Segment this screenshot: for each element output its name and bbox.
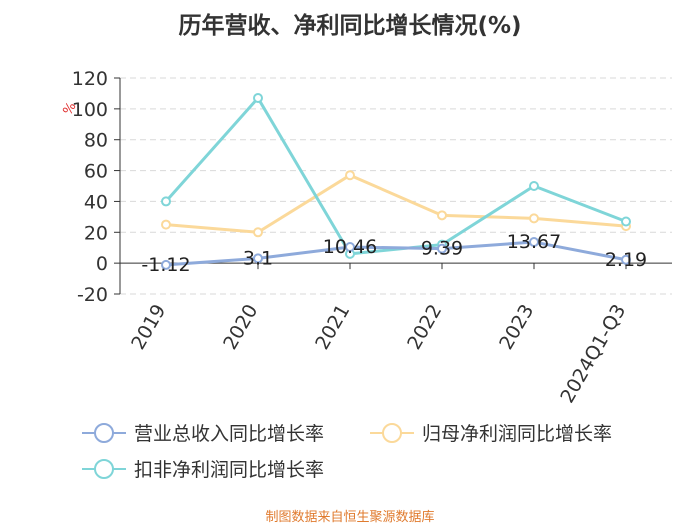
y-tick-label: 120 — [72, 68, 108, 90]
series-line-0 — [165, 240, 627, 267]
legend-item-deducted-profit[interactable]: 扣非净利润同比增长率 — [82, 455, 324, 482]
data-label: 9.39 — [421, 238, 463, 260]
source-note: 制图数据来自恒生聚源数据库 — [265, 510, 435, 525]
series-line-1 — [165, 173, 627, 234]
data-point[interactable] — [529, 181, 539, 191]
data-point[interactable] — [529, 237, 539, 248]
x-tick-label: 2022 — [403, 301, 446, 354]
data-label: -1.12 — [141, 254, 190, 276]
data-label: 2.19 — [605, 249, 647, 271]
data-point[interactable] — [529, 213, 539, 224]
data-point[interactable] — [345, 242, 355, 253]
legend-label: 扣非净利润同比增长率 — [134, 459, 325, 481]
data-point[interactable] — [345, 170, 355, 181]
data-labels: -1.12 3.1 10.46 9.39 13.67 2.19 — [141, 231, 647, 276]
data-point[interactable] — [253, 227, 263, 238]
x-tick-label: 2021 — [311, 301, 354, 354]
data-point[interactable] — [621, 216, 631, 227]
grid-lines — [120, 77, 672, 295]
data-point[interactable] — [253, 93, 263, 104]
series-lines — [161, 93, 631, 270]
data-point[interactable] — [161, 219, 171, 230]
y-tick-label: -20 — [77, 284, 108, 306]
x-tick-label: 2020 — [219, 301, 262, 354]
data-point[interactable] — [253, 253, 263, 264]
chart-title: 历年营收、净利同比增长情况(%) — [178, 13, 522, 39]
legend-item-revenue[interactable]: 营业总收入同比增长率 — [82, 419, 324, 446]
y-tick-label: 100 — [72, 99, 108, 121]
y-tick-label: 0 — [96, 253, 108, 275]
y-tick-label: 20 — [84, 222, 108, 244]
x-tick-label: 2023 — [495, 301, 538, 354]
data-point[interactable] — [437, 210, 447, 221]
data-label: 3.1 — [243, 247, 273, 269]
y-tick-label: 80 — [84, 130, 108, 152]
x-tick-label: 2024Q1-Q3 — [556, 301, 630, 407]
legend-marker-revenue — [82, 422, 126, 443]
y-tick-label: 60 — [84, 161, 108, 183]
data-point[interactable] — [621, 254, 631, 265]
legend-marker-net-profit — [370, 422, 414, 443]
legend-item-net-profit[interactable]: 归母净利润同比增长率 — [370, 419, 612, 446]
data-point[interactable] — [161, 259, 171, 270]
data-point[interactable] — [437, 243, 447, 254]
legend-label: 营业总收入同比增长率 — [134, 423, 325, 445]
data-label: 13.67 — [507, 231, 561, 253]
legend-marker-deducted-profit — [82, 458, 126, 479]
legend-label: 归母净利润同比增长率 — [422, 423, 613, 445]
x-tick-label: 2019 — [127, 301, 170, 354]
data-point[interactable] — [161, 196, 171, 207]
y-tick-label: 40 — [84, 191, 108, 213]
data-label: 10.46 — [323, 236, 377, 258]
